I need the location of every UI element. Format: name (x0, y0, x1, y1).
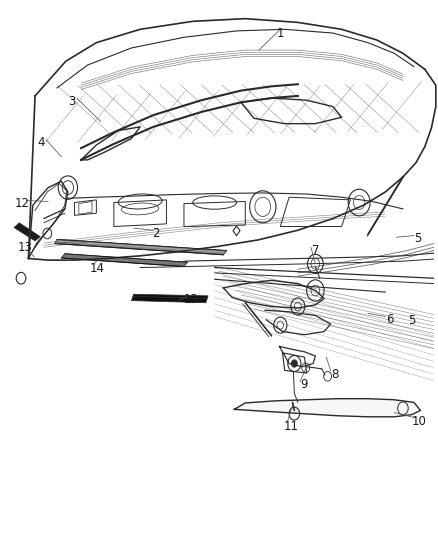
Text: 6: 6 (386, 313, 394, 326)
Text: 13: 13 (184, 293, 199, 306)
Text: 5: 5 (408, 314, 415, 327)
Text: 14: 14 (90, 262, 105, 274)
Text: 8: 8 (332, 368, 339, 381)
Text: 2: 2 (152, 227, 159, 240)
Circle shape (291, 360, 297, 367)
Polygon shape (55, 239, 227, 255)
Text: 7: 7 (311, 244, 319, 257)
Text: 13: 13 (18, 241, 32, 254)
Polygon shape (14, 223, 40, 241)
Text: 4: 4 (38, 136, 46, 149)
Text: 9: 9 (300, 378, 308, 391)
Text: 5: 5 (415, 232, 422, 245)
Text: 12: 12 (14, 197, 29, 210)
Text: 3: 3 (69, 95, 76, 108)
Polygon shape (131, 294, 208, 303)
Polygon shape (61, 254, 187, 266)
Text: 11: 11 (284, 420, 299, 433)
Text: 10: 10 (412, 415, 427, 427)
Polygon shape (234, 399, 420, 417)
Text: 1: 1 (276, 27, 284, 39)
